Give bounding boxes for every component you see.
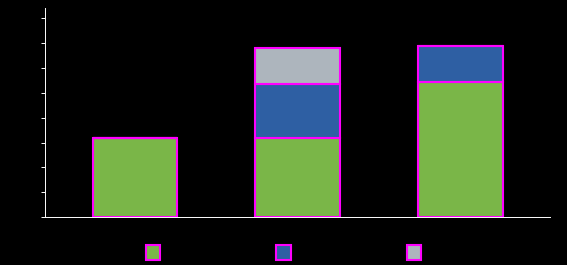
Bar <box>418 46 503 82</box>
Bar <box>255 138 340 217</box>
Bar <box>92 138 177 217</box>
Bar <box>255 84 340 138</box>
Bar <box>255 48 340 84</box>
Bar <box>418 82 503 217</box>
